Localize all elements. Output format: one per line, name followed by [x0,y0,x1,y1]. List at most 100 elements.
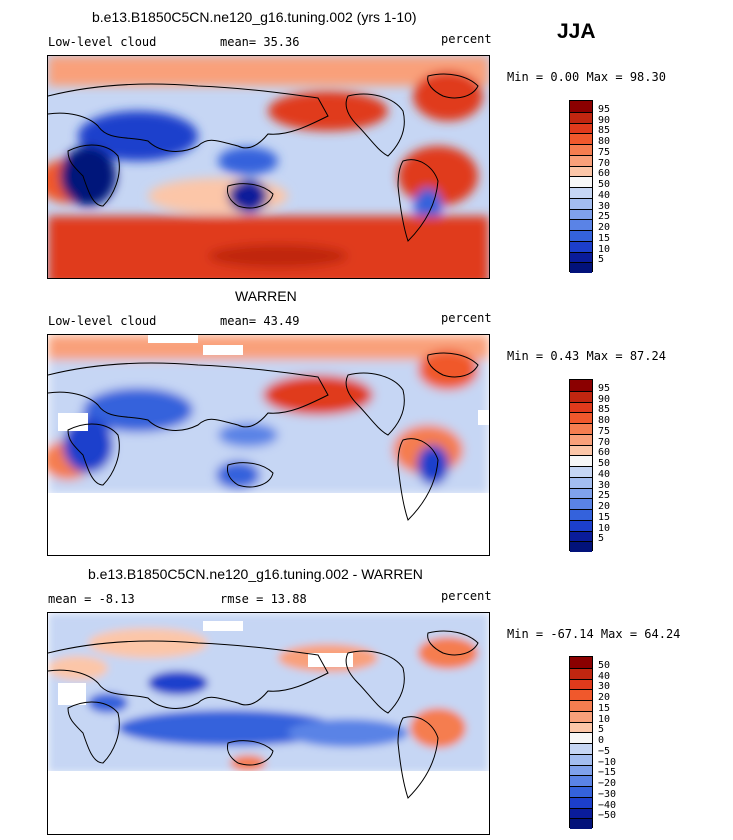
colorbar-swatch [570,796,592,808]
maritime-continent-low [218,147,278,175]
panel2-colorbar-labels: 95 90 85 80 75 70 60 50 40 30 25 20 15 10 5 [598,379,638,551]
colorbar-level-label: 15 [598,511,611,523]
maritime-continent-low [218,423,278,447]
colorbar-swatch [570,133,592,144]
n-pacific-stratus [263,375,373,415]
colorbar-level-label: 85 [598,125,611,137]
arctic-band [48,335,489,360]
colorbar-swatch [570,519,592,531]
colorbar-level-label: 15 [598,232,611,244]
coastlines [48,73,479,242]
colorbar-level-label: 75 [598,146,611,158]
colorbar-level-label: 25 [598,490,611,502]
colorbar-level-label: 50 [598,179,611,190]
colorbar-level-label: 80 [598,415,611,426]
panel3-title: b.e13.B1850C5CN.ne120_g16.tuning.002 - W… [88,566,423,582]
missing-data-south [48,493,489,555]
colorbar-level-label: 70 [598,436,611,448]
colorbar-swatch [570,476,592,488]
colorbar-level-label: 75 [598,425,611,437]
panel1-mean-label: mean= 35.36 [220,35,300,49]
coastlines [48,352,479,521]
colorbar-level-label: 0 [598,735,605,746]
missing-data-arctic [203,621,243,631]
colorbar-swatch [570,455,592,466]
colorbar-swatch [570,401,592,413]
colorbar-swatch [570,240,592,252]
missing-data-arctic-2 [148,335,198,343]
panel3-rmse-label: rmse = 13.88 [220,592,307,606]
colorbar-level-label: 10 [598,243,611,255]
colorbar-swatch [570,509,592,520]
panel1-minmax-label: Min = 0.00 Max = 98.30 [507,70,666,84]
panel2-map-canvas [48,335,489,555]
colorbar-swatch [570,262,592,273]
colorbar-level-label: 40 [598,670,611,682]
colorbar-level-label: 5 [598,533,605,545]
panel2-variable-label: Low-level cloud [48,314,157,328]
colorbar-level-label: 50 [598,458,611,469]
colorbar-level-label: 85 [598,404,611,416]
colorbar-swatch [570,144,592,155]
panel3-colorbar [569,656,593,829]
colorbar-swatch [570,530,592,542]
colorbar-swatch [570,689,592,700]
missing-data-sahara [58,683,86,705]
colorbar-swatch [570,732,592,743]
missing-data-south [48,771,489,834]
colorbar-level-label: 10 [598,522,611,534]
colorbar-level-label: 60 [598,447,611,459]
colorbar-level-label: 20 [598,501,611,512]
panel1-variable-label: Low-level cloud [48,35,157,49]
samerica-low [417,445,449,485]
missing-data-arctic-1 [203,345,243,355]
colorbar-level-label: −10 [598,756,617,768]
colorbar-swatch [570,710,592,722]
colorbar-swatch [570,775,592,786]
colorbar-swatch [570,667,592,679]
colorbar-level-label: 25 [598,211,611,223]
colorbar-level-label: 10 [598,713,611,725]
colorbar-level-label: 90 [598,393,611,405]
panel2-units-label: percent [441,311,492,325]
colorbar-swatch [570,412,592,423]
colorbar-level-label: 30 [598,479,611,491]
panel3-map-canvas [48,613,489,834]
arctic-positive [88,628,208,658]
panel2-mean-label: mean= 43.49 [220,314,300,328]
colorbar-swatch [570,208,592,220]
colorbar-swatch [570,111,592,123]
colorbar-swatch [570,786,592,797]
colorbar-swatch [570,657,592,668]
colorbar-swatch [570,197,592,209]
colorbar-swatch [570,219,592,230]
colorbar-level-label: −5 [598,745,611,757]
colorbar-swatch [570,390,592,402]
colorbar-swatch [570,807,592,819]
colorbar-level-label: −30 [598,788,617,800]
africa-low [60,146,116,206]
colorbar-swatch [570,466,592,477]
colorbar-swatch [570,487,592,499]
colorbar-swatch [570,444,592,456]
colorbar-swatch [570,165,592,177]
colorbar-level-label: 5 [598,254,605,266]
panel1-title: b.e13.B1850C5CN.ne120_g16.tuning.002 (yr… [92,9,417,25]
colorbar-level-label: 30 [598,200,611,212]
asia-negative [148,671,208,695]
panel3-map [47,612,490,835]
colorbar-swatch [570,423,592,434]
panel1-colorbar [569,100,593,273]
africa-negative [88,693,128,713]
colorbar-swatch [570,101,592,112]
colorbar-level-label: 30 [598,681,611,693]
colorbar-swatch [570,380,592,391]
colorbar-level-label: 5 [598,724,605,736]
colorbar-level-label: 50 [598,659,611,671]
colorbar-swatch [570,743,592,754]
colorbar-level-label: 70 [598,157,611,169]
colorbar-swatch [570,753,592,765]
panel1-units-label: percent [441,32,492,46]
colorbar-swatch [570,251,592,263]
n-pacific-stratus [268,91,388,131]
